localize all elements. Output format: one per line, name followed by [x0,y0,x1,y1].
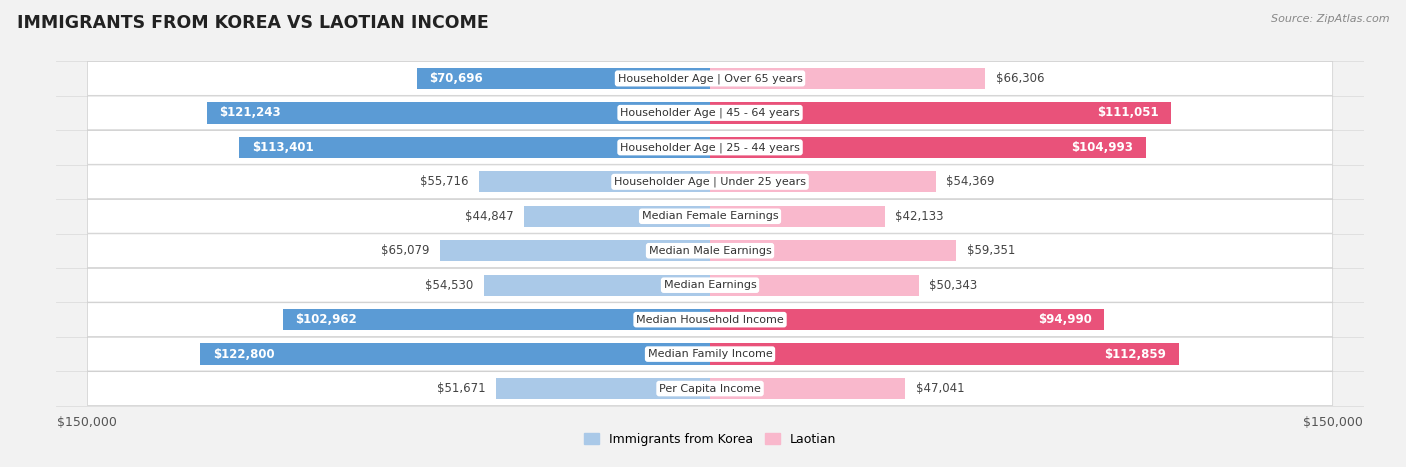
Text: Householder Age | Over 65 years: Householder Age | Over 65 years [617,73,803,84]
Bar [710,171,936,192]
Text: $59,351: $59,351 [967,244,1015,257]
FancyBboxPatch shape [87,96,1333,130]
Text: Median Female Earnings: Median Female Earnings [641,211,779,221]
Text: $104,993: $104,993 [1071,141,1133,154]
FancyBboxPatch shape [87,372,1333,405]
Text: $121,243: $121,243 [219,106,281,120]
Text: $65,079: $65,079 [381,244,429,257]
FancyBboxPatch shape [87,199,1333,233]
FancyBboxPatch shape [87,337,1333,371]
Text: $54,369: $54,369 [946,175,994,188]
Text: $112,859: $112,859 [1104,347,1166,361]
Text: Median Household Income: Median Household Income [636,315,785,325]
Text: Median Family Income: Median Family Income [648,349,772,359]
Bar [239,137,710,158]
Bar [710,343,1178,365]
Text: $94,990: $94,990 [1038,313,1092,326]
Bar [484,275,710,296]
Text: $54,530: $54,530 [425,279,474,292]
Bar [710,378,905,399]
FancyBboxPatch shape [87,269,1333,302]
Bar [495,378,710,399]
Text: $47,041: $47,041 [915,382,965,395]
Text: $111,051: $111,051 [1097,106,1159,120]
Bar [200,343,710,365]
FancyBboxPatch shape [87,234,1333,268]
Text: Per Capita Income: Per Capita Income [659,383,761,394]
Bar [710,205,884,227]
Bar [479,171,710,192]
Bar [207,102,710,124]
Bar [710,102,1171,124]
Bar [283,309,710,330]
FancyBboxPatch shape [87,62,1333,95]
Text: $51,671: $51,671 [436,382,485,395]
Text: $122,800: $122,800 [212,347,274,361]
FancyBboxPatch shape [87,165,1333,198]
Bar [710,309,1104,330]
Text: $66,306: $66,306 [995,72,1045,85]
Text: Source: ZipAtlas.com: Source: ZipAtlas.com [1271,14,1389,24]
Text: Median Male Earnings: Median Male Earnings [648,246,772,256]
Text: IMMIGRANTS FROM KOREA VS LAOTIAN INCOME: IMMIGRANTS FROM KOREA VS LAOTIAN INCOME [17,14,489,32]
Text: $55,716: $55,716 [420,175,468,188]
Text: $113,401: $113,401 [252,141,314,154]
Bar [710,137,1146,158]
Text: Householder Age | 45 - 64 years: Householder Age | 45 - 64 years [620,108,800,118]
Text: $102,962: $102,962 [295,313,357,326]
Text: Median Earnings: Median Earnings [664,280,756,290]
Bar [440,240,710,262]
Bar [710,275,920,296]
Text: Householder Age | 25 - 44 years: Householder Age | 25 - 44 years [620,142,800,153]
FancyBboxPatch shape [87,303,1333,337]
FancyBboxPatch shape [87,130,1333,164]
Text: $44,847: $44,847 [465,210,513,223]
Text: Householder Age | Under 25 years: Householder Age | Under 25 years [614,177,806,187]
Bar [416,68,710,89]
Text: $70,696: $70,696 [429,72,482,85]
Bar [710,68,986,89]
Bar [710,240,956,262]
Legend: Immigrants from Korea, Laotian: Immigrants from Korea, Laotian [578,428,842,451]
Text: $50,343: $50,343 [929,279,977,292]
Text: $42,133: $42,133 [896,210,943,223]
Bar [524,205,710,227]
